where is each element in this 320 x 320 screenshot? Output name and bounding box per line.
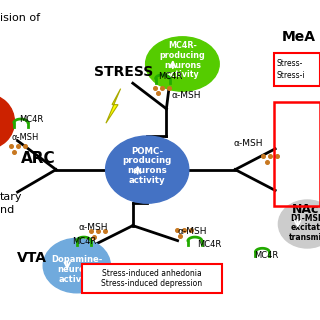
Text: α-MSH: α-MSH xyxy=(234,140,263,148)
Text: VTA: VTA xyxy=(17,251,47,265)
Text: MC4R: MC4R xyxy=(197,240,221,249)
Text: D1-MSH
excitat.
transmi.: D1-MSH excitat. transmi. xyxy=(289,214,320,242)
Text: ision of: ision of xyxy=(0,12,40,23)
Text: α-MSH: α-MSH xyxy=(78,223,108,232)
Text: α-MSH: α-MSH xyxy=(11,133,39,142)
Text: α-MSH: α-MSH xyxy=(171,92,201,100)
Ellipse shape xyxy=(146,37,219,91)
Text: α-MSH: α-MSH xyxy=(178,227,207,236)
Ellipse shape xyxy=(278,200,320,248)
Ellipse shape xyxy=(106,136,189,203)
Text: MC4R: MC4R xyxy=(254,252,279,260)
Text: ARC: ARC xyxy=(21,151,56,166)
Text: Stress-: Stress- xyxy=(277,59,303,68)
Text: Dopamine-
neurons
activity: Dopamine- neurons activity xyxy=(51,255,102,284)
Text: NAc: NAc xyxy=(292,203,319,216)
Text: MeA: MeA xyxy=(282,30,316,44)
Text: MC4R: MC4R xyxy=(72,237,96,246)
FancyBboxPatch shape xyxy=(274,53,320,86)
Text: MC4R-
producing
neurons
activity: MC4R- producing neurons activity xyxy=(160,41,205,79)
Text: Stress-i: Stress-i xyxy=(277,71,305,81)
Text: POMC-
producing
neurons
activity: POMC- producing neurons activity xyxy=(123,147,172,185)
Text: Stress-induced anhedonia
Stress-induced depression: Stress-induced anhedonia Stress-induced … xyxy=(101,269,203,288)
Text: nd: nd xyxy=(0,204,14,215)
Text: MC4R: MC4R xyxy=(158,72,183,81)
FancyBboxPatch shape xyxy=(82,264,222,293)
Text: MC4R: MC4R xyxy=(19,115,44,124)
Ellipse shape xyxy=(0,94,14,149)
Text: tary: tary xyxy=(0,192,22,202)
Ellipse shape xyxy=(43,238,110,293)
Polygon shape xyxy=(106,89,121,123)
Text: STRESS: STRESS xyxy=(93,65,153,79)
